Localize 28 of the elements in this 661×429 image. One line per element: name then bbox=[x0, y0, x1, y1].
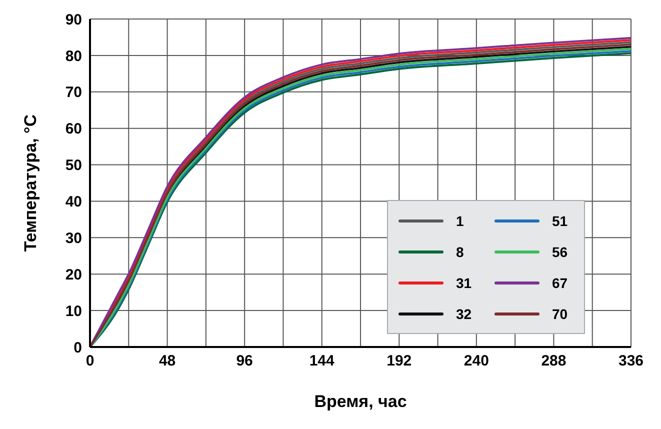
x-tick-label: 288 bbox=[541, 352, 566, 370]
y-tick-label: 20 bbox=[65, 266, 82, 284]
legend-label: 56 bbox=[552, 244, 569, 260]
y-tick-label: 40 bbox=[65, 194, 82, 211]
y-tick-label: 10 bbox=[65, 302, 82, 320]
y-tick-label: 50 bbox=[65, 157, 82, 174]
legend-label: 8 bbox=[456, 244, 465, 260]
y-axis-title: Температура, °C bbox=[21, 114, 40, 252]
y-tick-label: 60 bbox=[65, 120, 82, 138]
legend-label: 31 bbox=[456, 274, 473, 290]
x-tick-label: 240 bbox=[464, 352, 489, 370]
y-tick-label: 0 bbox=[74, 339, 82, 356]
legend-label: 32 bbox=[456, 306, 473, 322]
x-tick-label: 0 bbox=[86, 352, 94, 370]
legend-label: 51 bbox=[552, 212, 569, 228]
x-tick-label: 192 bbox=[386, 352, 412, 370]
legend-label: 1 bbox=[456, 212, 465, 228]
y-tick-label: 80 bbox=[65, 48, 82, 65]
x-tick-label: 48 bbox=[158, 352, 176, 370]
y-tick-label: 70 bbox=[65, 84, 82, 102]
y-tick-label: 30 bbox=[65, 230, 82, 247]
legend-label: 67 bbox=[552, 274, 569, 290]
x-tick-label: 336 bbox=[618, 352, 644, 370]
x-tick-label: 96 bbox=[236, 352, 253, 370]
y-tick-label: 90 bbox=[65, 11, 82, 28]
x-tick-label: 144 bbox=[309, 352, 336, 370]
x-axis-title: Время, час bbox=[314, 392, 407, 411]
legend-label: 70 bbox=[552, 306, 569, 322]
